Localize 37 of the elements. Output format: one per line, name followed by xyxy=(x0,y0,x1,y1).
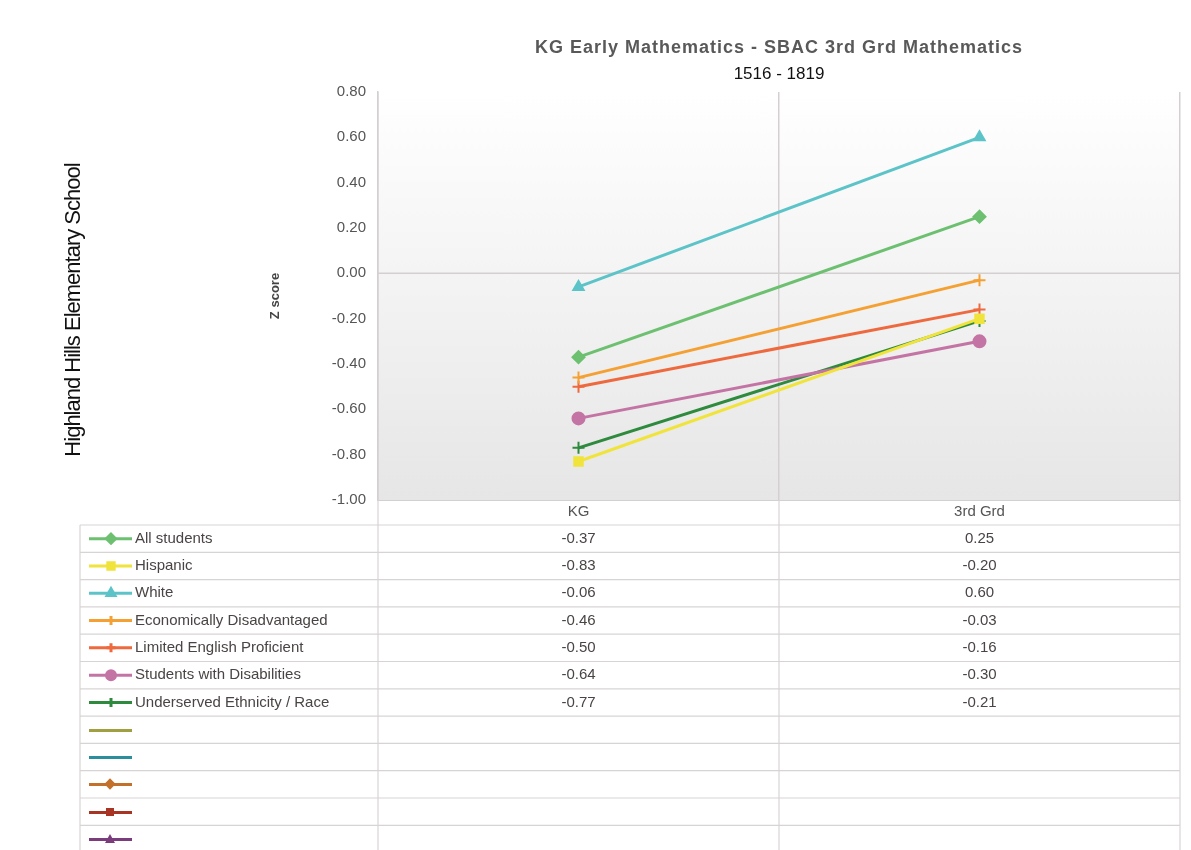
legend-label: Underserved Ethnicity / Race xyxy=(135,692,330,710)
text: Highland Hills Elementary School xyxy=(60,163,86,457)
y-tick-label: -0.60 xyxy=(331,399,366,417)
data-label: -0.50 xyxy=(561,637,596,655)
chart-title: KG Early Mathematics - SBAC 3rd Grd Mathematics xyxy=(534,37,1024,57)
legend-label: Limited English Proficient xyxy=(135,637,305,655)
y-axis-title: Z score xyxy=(267,272,283,320)
y-tick-label: 0.80 xyxy=(336,82,366,100)
data-label: -0.20 xyxy=(962,556,997,574)
data-label: -0.30 xyxy=(962,665,997,683)
data-label: -0.64 xyxy=(561,665,596,683)
x-tick-label: 3rd Grd xyxy=(954,502,1005,520)
y-tick-label: 0.60 xyxy=(336,127,366,145)
legend-label: White xyxy=(135,583,174,601)
data-label: 0.60 xyxy=(964,583,995,601)
data-label: 0.25 xyxy=(964,528,995,546)
y-tick-label: -0.40 xyxy=(331,354,366,372)
data-label: -0.77 xyxy=(561,692,596,710)
data-label: -0.03 xyxy=(962,610,997,628)
data-label: -0.37 xyxy=(561,528,596,546)
y-tick-label: 0.40 xyxy=(336,172,366,190)
y-tick-label: -1.00 xyxy=(331,490,366,508)
y-tick-label: -0.20 xyxy=(331,308,366,326)
y-tick-label: 0.20 xyxy=(336,218,366,236)
data-label: -0.06 xyxy=(561,583,596,601)
data-label: -0.83 xyxy=(561,556,596,574)
chart-subtitle: 1516 - 1819 xyxy=(733,64,825,83)
y-tick-label: 0.00 xyxy=(336,263,366,281)
y-tick-label: -0.80 xyxy=(331,444,366,462)
legend-label: Students with Disabilities xyxy=(135,665,301,683)
x-tick-label: KG xyxy=(567,502,590,520)
data-label: -0.21 xyxy=(962,692,997,710)
legend-label: Economically Disadvantaged xyxy=(135,610,328,628)
data-label: -0.46 xyxy=(561,610,596,628)
legend-label: Hispanic xyxy=(135,556,194,574)
legend-label: All students xyxy=(135,528,213,546)
data-label: -0.16 xyxy=(962,637,997,655)
